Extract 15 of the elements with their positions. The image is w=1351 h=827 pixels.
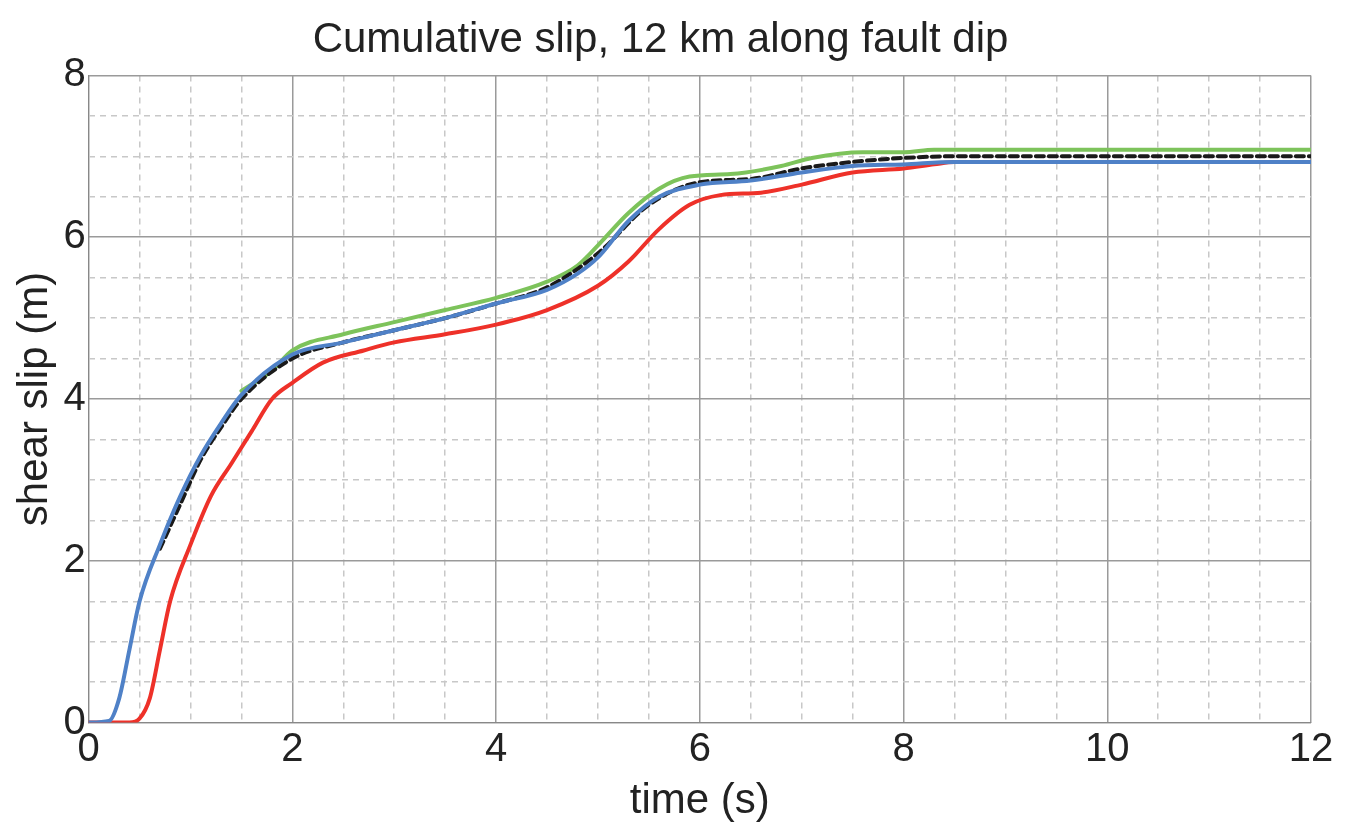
- x-tick-label: 2: [281, 724, 304, 769]
- line-series: [239, 147, 1311, 393]
- y-tick-label: 6: [63, 212, 86, 257]
- x-tick-label: 6: [688, 724, 711, 769]
- x-tick-label: 10: [1085, 724, 1130, 769]
- line-series: [157, 154, 1311, 551]
- x-axis-title: time (s): [629, 775, 770, 823]
- y-axis-title: shear slip (m): [8, 271, 56, 527]
- y-tick-label: 2: [63, 535, 86, 580]
- x-tick-label: 8: [892, 724, 915, 769]
- x-tick-label: 4: [484, 724, 508, 769]
- y-tick-label: 4: [63, 374, 86, 419]
- x-tick-label: 12: [1288, 724, 1334, 769]
- y-tick-label: 8: [63, 50, 86, 95]
- chart-title: Cumulative slip, 12 km along fault dip: [312, 13, 1009, 61]
